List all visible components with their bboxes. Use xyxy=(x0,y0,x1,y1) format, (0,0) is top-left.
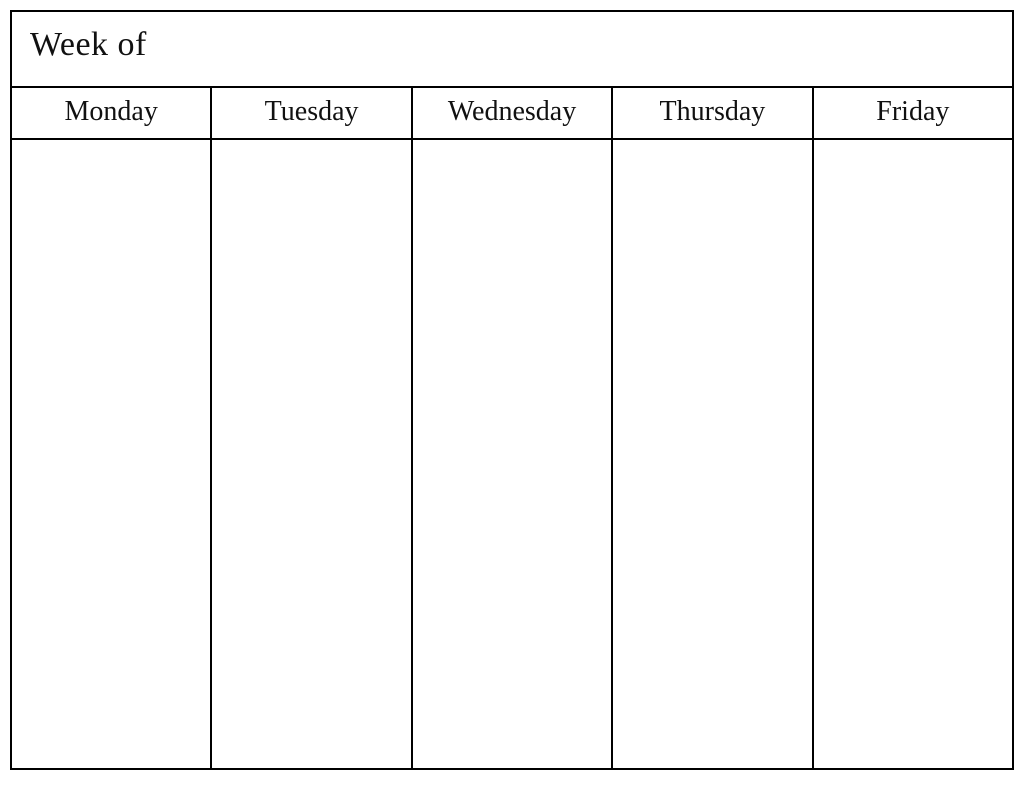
day-cell-tuesday[interactable] xyxy=(212,140,412,768)
planner-title: Week of xyxy=(30,26,147,63)
day-header-tuesday: Tuesday xyxy=(212,88,412,138)
day-cell-friday[interactable] xyxy=(814,140,1012,768)
day-header-friday: Friday xyxy=(814,88,1012,138)
planner-body xyxy=(12,140,1012,768)
day-header-monday: Monday xyxy=(12,88,212,138)
title-row: Week of xyxy=(12,12,1012,88)
day-cell-wednesday[interactable] xyxy=(413,140,613,768)
weekly-planner: Week of Monday Tuesday Wednesday Thursda… xyxy=(10,10,1014,770)
day-header-thursday: Thursday xyxy=(613,88,813,138)
day-header-wednesday: Wednesday xyxy=(413,88,613,138)
day-header-row: Monday Tuesday Wednesday Thursday Friday xyxy=(12,88,1012,140)
day-cell-monday[interactable] xyxy=(12,140,212,768)
day-cell-thursday[interactable] xyxy=(613,140,813,768)
